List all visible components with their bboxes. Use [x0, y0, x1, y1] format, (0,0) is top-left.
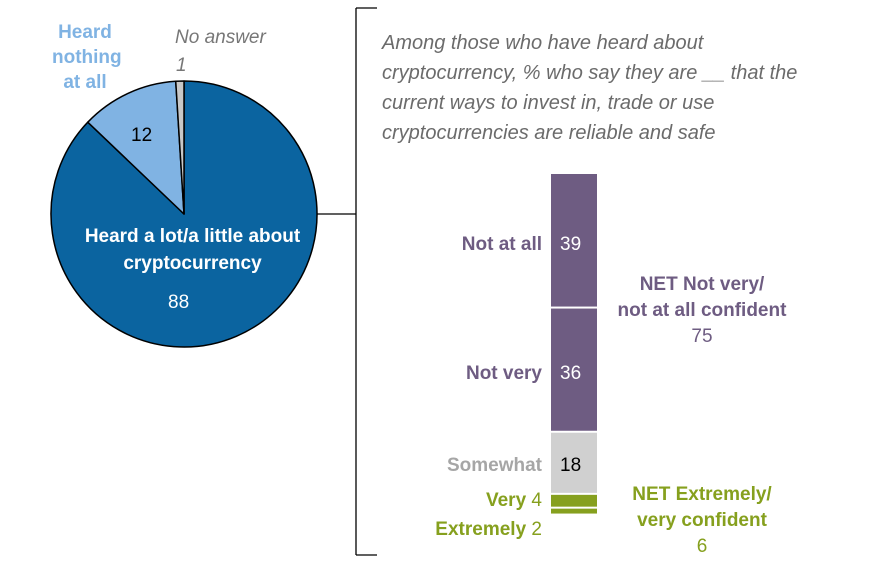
net-not-confident: NET Not very/ not at all confident 75: [598, 272, 806, 350]
bar-chart-title: Among those who have heard about cryptoc…: [382, 32, 798, 144]
pie-value-heard: 88: [168, 292, 190, 313]
stacked-bar: [551, 174, 597, 514]
pie-chart: [50, 80, 318, 348]
bar-value-not-at-all: 39: [560, 234, 582, 255]
net-confident-value: 6: [696, 536, 708, 557]
bar-label-extremely: Extremely 2: [435, 519, 542, 541]
bar-segment-extremely: [551, 508, 597, 514]
bar-label-not-very: Not very: [465, 363, 542, 384]
bar-label-very: Very 4: [486, 490, 542, 512]
pie-value-no-answer: 1: [176, 55, 187, 76]
bar-value-somewhat: 18: [560, 455, 582, 476]
bar-value-very: 4: [531, 490, 542, 511]
bar-value-not-very: 36: [560, 363, 582, 384]
bar-label-very-text: Very: [485, 490, 527, 511]
net-confident-line2: very confident: [637, 510, 767, 531]
pie-label-no-answer: No answer: [175, 27, 266, 48]
bar-segment-somewhat: [551, 432, 597, 493]
bar-segment-not-at-all: [551, 174, 597, 307]
bracket-connector: [317, 7, 377, 556]
bar-segment-very: [551, 494, 597, 507]
net-confident: NET Extremely/ very confident 6: [598, 482, 806, 560]
pie-slice-1: [87, 80, 185, 215]
bar-label-extremely-text: Extremely: [435, 519, 527, 540]
net-not-confident-value: 75: [691, 326, 713, 347]
pie-label-heard-nothing: Heard nothing at all: [52, 22, 122, 93]
pie-value-heard-nothing: 12: [131, 125, 153, 146]
bar-segment-not-very: [551, 308, 597, 431]
pie-label-heard: Heard a lot/a little about cryptocurrenc…: [84, 226, 301, 274]
net-not-confident-line2: not at all confident: [617, 300, 787, 321]
bar-value-extremely: 2: [531, 519, 542, 540]
bar-label-somewhat: Somewhat: [446, 455, 542, 476]
net-confident-line1: NET Extremely/: [632, 484, 772, 505]
pie-slice-2: [174, 80, 185, 215]
net-not-confident-line1: NET Not very/: [639, 274, 765, 295]
bar-label-not-at-all: Not at all: [461, 234, 542, 255]
